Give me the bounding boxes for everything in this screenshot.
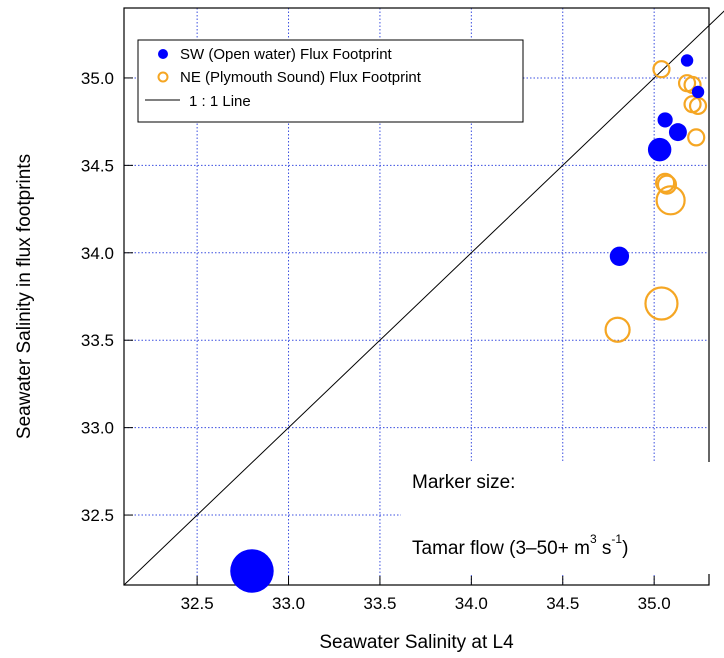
x-tick-label: 33.5: [363, 594, 396, 613]
x-axis-label: Seawater Salinity at L4: [319, 632, 514, 653]
note-s: s: [597, 538, 612, 559]
note-line-1: Marker size:: [412, 472, 515, 493]
ne-footprint-point: [656, 174, 678, 195]
sw-footprint-point: [668, 123, 687, 142]
note-sup-minus1: -1: [611, 532, 622, 546]
one-to-one-line: [123, 10, 724, 586]
y-axis-label: Seawater Salinity in flux footprints: [14, 154, 35, 439]
legend-ne-label: NE (Plymouth Sound) Flux Footprint: [180, 69, 422, 86]
legend-line-label: 1 : 1 Line: [189, 93, 251, 110]
note-sup-3: 3: [590, 532, 597, 546]
ne-footprint-point: [688, 96, 708, 116]
legend-ne-marker: [157, 71, 169, 83]
x-axis-ticks: 32.5 33.0 33.5 34.0 34.5 35.0: [181, 576, 671, 613]
sw-footprint-point: [647, 137, 672, 162]
ne-footprint-point: [655, 185, 686, 216]
legend-box: [137, 39, 524, 123]
sw-footprint-point: [691, 85, 705, 99]
ne-footprint-point: [604, 316, 631, 343]
plot-frame: [123, 7, 710, 586]
y-axis-ticks: 32.5 33.0 33.5 34.0 34.5 35.0: [81, 69, 133, 525]
ne-footprint-point: [652, 60, 671, 79]
x-tick-label: 32.5: [181, 594, 214, 613]
x-tick-label: 34.0: [455, 594, 488, 613]
x-tick-label: 35.0: [638, 594, 671, 613]
marker-size-note: Marker size: Tamar flow (3–50+ m3 s-1): [401, 462, 716, 574]
note-background: [401, 462, 716, 574]
note-flow-text: Tamar flow (3–50+ m: [412, 538, 590, 559]
sw-footprint-point: [657, 112, 673, 128]
note-line-2: Tamar flow (3–50+ m3 s-1): [412, 532, 628, 559]
ne-footprint-point: [644, 286, 679, 321]
x-tick-label: 33.0: [272, 594, 305, 613]
sw-footprint-point: [680, 54, 694, 67]
ne-footprint-point: [687, 128, 706, 147]
y-tick-label: 34.0: [81, 244, 114, 263]
legend: SW (Open water) Flux Footprint NE (Plymo…: [137, 39, 524, 123]
sw-footprint-point: [230, 549, 274, 593]
data-markers: [230, 54, 708, 593]
legend-sw-marker: [158, 49, 168, 59]
y-tick-label: 32.5: [81, 506, 114, 525]
x-tick-label: 34.5: [546, 594, 579, 613]
y-tick-label: 33.5: [81, 331, 114, 350]
y-tick-label: 33.0: [81, 419, 114, 438]
legend-sw-label: SW (Open water) Flux Footprint: [180, 46, 393, 63]
y-tick-label: 35.0: [81, 69, 114, 88]
y-tick-label: 34.5: [81, 156, 114, 175]
ne-footprint-point: [655, 172, 676, 193]
sw-footprint-point: [609, 246, 630, 266]
note-close: ): [622, 538, 628, 559]
